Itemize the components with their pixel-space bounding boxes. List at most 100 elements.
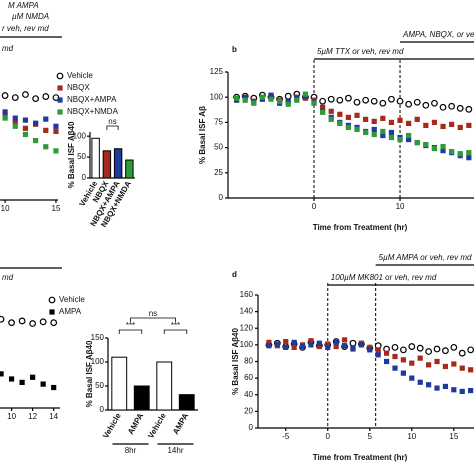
point xyxy=(234,95,240,101)
point xyxy=(12,119,18,125)
x-axis-label: Time from Treatment (hr) xyxy=(313,453,408,462)
x-tick-label: Vehicle xyxy=(146,411,168,440)
point xyxy=(431,99,438,107)
point xyxy=(371,131,377,138)
point xyxy=(449,121,455,128)
y-tick-label: 100 xyxy=(240,340,254,349)
y-axis-label: % Basal ISF Aβ40 xyxy=(85,340,94,407)
point xyxy=(380,128,386,135)
point xyxy=(299,343,306,350)
panel-label: d xyxy=(232,270,237,279)
point xyxy=(457,124,463,131)
y-axis-label: % Basal ISF Aβ xyxy=(198,106,207,164)
legend-label: AMPA xyxy=(59,307,82,316)
point xyxy=(406,132,412,139)
point xyxy=(337,111,343,117)
point xyxy=(43,116,49,122)
point xyxy=(431,146,438,152)
point xyxy=(277,98,283,104)
y-tick-label: 140 xyxy=(240,307,254,316)
x-tick-label: 5 xyxy=(368,432,373,441)
y-tick-label: 0 xyxy=(82,173,87,182)
point xyxy=(353,98,361,106)
legend-label: Vehicle xyxy=(67,71,93,80)
point xyxy=(416,344,424,352)
point xyxy=(43,127,49,133)
point xyxy=(406,120,412,127)
legend-label: NBQX xyxy=(67,83,90,92)
point xyxy=(451,387,457,393)
x-tick-label: 10 xyxy=(407,432,416,441)
point xyxy=(8,319,15,327)
point xyxy=(466,155,472,161)
point xyxy=(302,91,309,97)
point xyxy=(294,97,300,103)
y-tick-label: 25 xyxy=(214,168,223,177)
point xyxy=(459,388,465,395)
point xyxy=(405,100,413,108)
point xyxy=(325,341,331,347)
x-axis-label: Time from Treatment (hr) xyxy=(313,223,408,232)
point xyxy=(43,144,49,150)
x-tick-label: 10 xyxy=(1,204,10,213)
x-tick-label: 12 xyxy=(28,412,37,421)
y-tick-label: 40 xyxy=(244,390,253,399)
significance-bracket xyxy=(130,317,176,322)
point xyxy=(345,94,352,102)
point xyxy=(459,365,465,371)
point xyxy=(367,347,373,353)
x-tick-label: 10 xyxy=(396,202,405,211)
point xyxy=(0,315,5,323)
point xyxy=(414,139,420,146)
point xyxy=(50,319,58,327)
significance-bracket xyxy=(106,125,119,130)
point xyxy=(22,125,29,131)
point xyxy=(325,344,331,350)
point xyxy=(358,342,364,348)
point xyxy=(458,349,466,357)
x-tick-label: 10 xyxy=(7,412,16,421)
point xyxy=(388,134,395,141)
point xyxy=(274,341,280,347)
bar xyxy=(111,356,128,411)
point xyxy=(328,116,334,122)
legend-label: NBQX+NMDA xyxy=(67,107,119,116)
y-axis-label: % Basal ISF Aβ40 xyxy=(67,121,76,188)
y-tick-label: 160 xyxy=(240,290,254,299)
point xyxy=(426,362,432,368)
y-tick-label: 100 xyxy=(210,92,224,101)
point xyxy=(451,361,457,367)
point xyxy=(316,340,322,346)
y-tick-label: 0 xyxy=(219,193,224,202)
significance-bracket xyxy=(118,329,143,334)
point xyxy=(8,376,15,382)
point xyxy=(30,374,36,380)
y-tick-label: 125 xyxy=(210,67,224,76)
point xyxy=(53,148,59,154)
y-tick-label: 80 xyxy=(244,357,253,366)
point xyxy=(349,339,357,347)
point xyxy=(333,339,339,345)
point xyxy=(319,97,327,105)
annotation: M AMPA xyxy=(8,1,39,10)
point xyxy=(392,353,398,360)
y-axis-label: % Basal ISF Aβ40 xyxy=(231,328,240,395)
point xyxy=(18,317,26,325)
annotation: 5µM AMPA or veh, rev md xyxy=(379,253,472,262)
point xyxy=(388,129,395,136)
point xyxy=(341,343,348,349)
annotation: 5µM TTX or veh, rev md xyxy=(317,47,404,56)
point xyxy=(291,339,297,345)
point xyxy=(285,101,291,107)
x-tick-label: 0 xyxy=(326,432,331,441)
group-label: 14hr xyxy=(167,446,183,455)
point xyxy=(413,98,421,106)
x-tick-label: 0 xyxy=(312,202,317,211)
point xyxy=(442,383,449,390)
point xyxy=(396,97,404,105)
significance-label: *** xyxy=(126,321,135,330)
point xyxy=(391,343,399,351)
x-tick-label: 14 xyxy=(49,412,58,421)
x-tick-label: 15 xyxy=(449,432,458,441)
point xyxy=(266,343,272,349)
